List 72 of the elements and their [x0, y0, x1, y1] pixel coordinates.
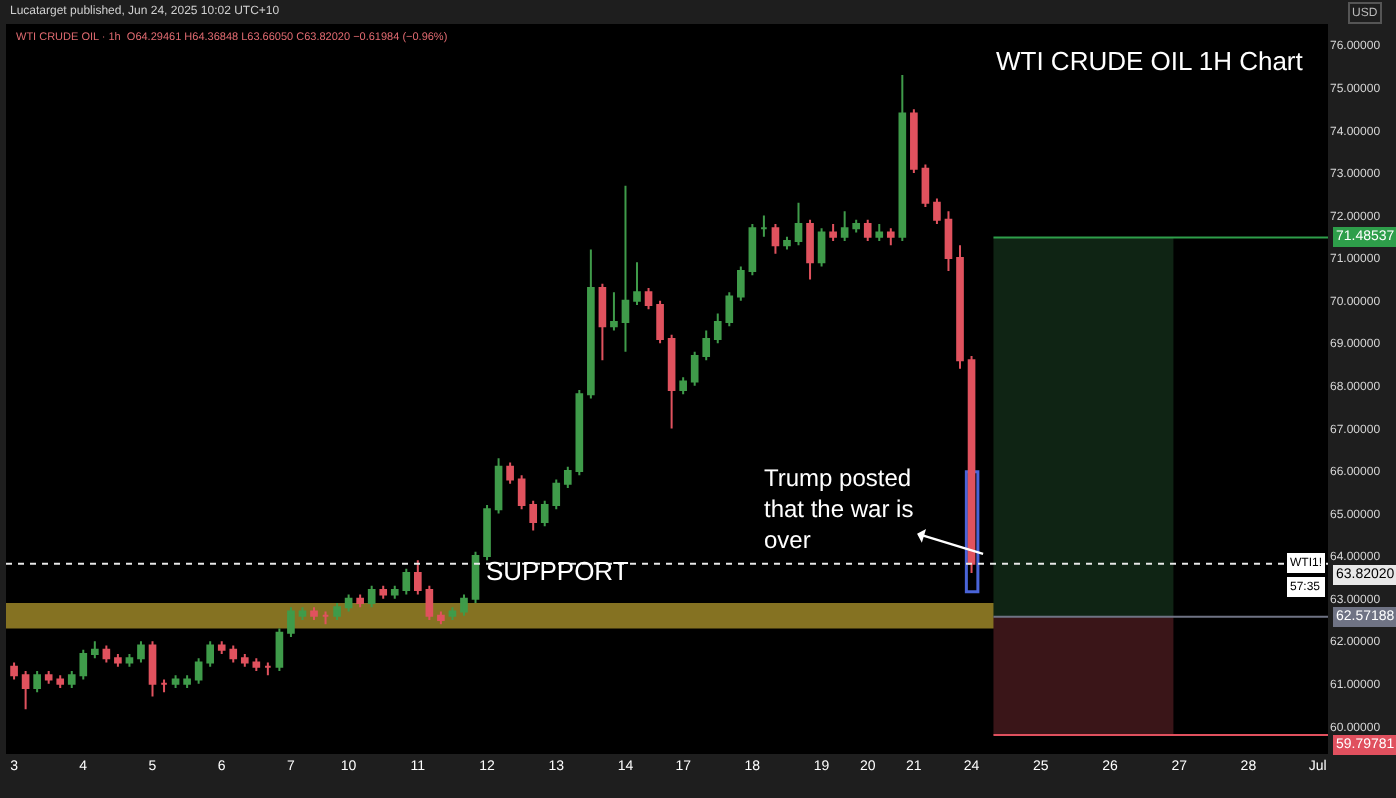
- candlestick: [817, 227, 826, 268]
- candlestick: [240, 652, 249, 668]
- candlestick: [333, 601, 341, 621]
- candlestick: [264, 661, 272, 677]
- candlestick: [563, 465, 572, 489]
- candlestick: [667, 333, 676, 430]
- band-label: SUPPPORT: [486, 556, 629, 586]
- candlestick: [933, 197, 941, 226]
- candlestick: [287, 606, 295, 638]
- candlestick: [102, 644, 111, 664]
- candlestick: [587, 248, 595, 400]
- candlestick: [379, 584, 388, 600]
- candlestick: [194, 657, 203, 685]
- candlestick: [137, 640, 145, 664]
- candlestick: [275, 627, 284, 672]
- candlestick: [483, 504, 491, 562]
- candlestick: [91, 640, 99, 660]
- candlestick: [33, 670, 41, 694]
- candlestick: [944, 210, 953, 272]
- candlestick: [517, 474, 526, 511]
- candlestick: [737, 265, 745, 302]
- candlestick: [10, 661, 18, 681]
- candlestick: [806, 218, 814, 281]
- candlestick: [829, 223, 837, 243]
- candlestick: [125, 652, 134, 668]
- candlestick: [610, 291, 618, 332]
- candlestick: [425, 584, 434, 621]
- candlestick: [656, 299, 664, 345]
- candlestick: [921, 163, 930, 209]
- candlestick: [367, 584, 376, 609]
- candlestick: [875, 223, 884, 243]
- candlestick: [21, 670, 30, 711]
- candlestick: [771, 223, 780, 255]
- candlestick: [160, 678, 168, 694]
- candlestick: [310, 606, 318, 621]
- annotation: Trump posted that the war is over: [764, 464, 914, 555]
- candlestick: [298, 606, 307, 621]
- candlestick: [852, 218, 861, 234]
- candlestick: [414, 559, 422, 596]
- candlestick: [575, 389, 584, 477]
- candlestick: [506, 461, 514, 485]
- candlestick: [863, 218, 872, 243]
- candlestick: [437, 610, 445, 626]
- candlestick: [529, 499, 538, 532]
- candlestick: [206, 640, 214, 668]
- candlestick: [494, 457, 503, 515]
- candlestick: [471, 550, 480, 604]
- candlestick: [598, 282, 607, 362]
- candlestick: [898, 74, 907, 243]
- candlestick: [171, 674, 180, 690]
- candlestick: [840, 210, 849, 243]
- candlestick: [321, 610, 330, 626]
- candlestick: [252, 657, 261, 672]
- candlestick: [460, 593, 468, 617]
- candlestick: [344, 593, 353, 613]
- candlestick: [886, 227, 895, 247]
- candlestick: [910, 108, 918, 174]
- candlestick: [679, 376, 687, 396]
- candlestick: [633, 261, 641, 306]
- candlestick: [183, 674, 191, 690]
- candlestick: [644, 286, 653, 311]
- candlestick: [621, 184, 630, 353]
- candlestick: [760, 214, 768, 238]
- candlestick: [114, 652, 122, 668]
- candlestick: [783, 235, 791, 251]
- candlestick: [448, 606, 457, 621]
- candlestick: [956, 244, 964, 370]
- candlestick: [148, 640, 157, 698]
- candlestick: [794, 201, 803, 247]
- candlestick: [356, 593, 364, 609]
- text: WTI CRUDE OIL 1H Chart: [996, 46, 1304, 76]
- candlestick: [748, 223, 757, 277]
